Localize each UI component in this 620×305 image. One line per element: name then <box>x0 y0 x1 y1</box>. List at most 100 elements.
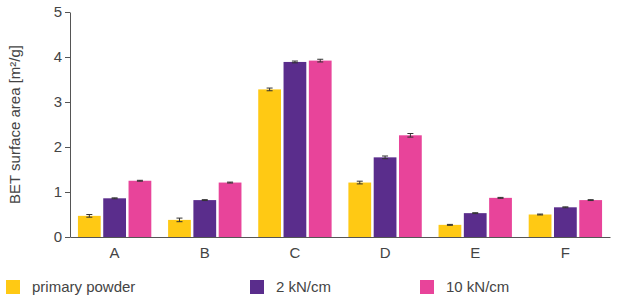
error-bar <box>317 59 323 62</box>
series <box>103 61 577 237</box>
bar <box>193 200 216 237</box>
bar <box>489 198 512 237</box>
tick-label: D <box>380 244 391 261</box>
error-bar <box>562 206 568 208</box>
bar <box>78 216 101 237</box>
error-bar <box>447 224 453 226</box>
error-bar <box>357 181 363 184</box>
legend-swatch <box>6 280 20 294</box>
error-bar <box>137 180 143 182</box>
bars <box>78 59 602 237</box>
bar <box>529 215 552 238</box>
error-cap <box>292 61 298 62</box>
tick: 4 <box>54 48 70 65</box>
tick-mark <box>65 12 70 13</box>
bar <box>129 181 152 237</box>
plot: 012345ABCDEF <box>54 3 611 260</box>
error-cap <box>86 214 92 215</box>
error-bar <box>472 212 478 214</box>
tick-label: B <box>200 244 210 261</box>
error-cap <box>202 200 208 201</box>
error-cap <box>498 197 504 198</box>
tick-mark <box>65 102 70 103</box>
tick-mark <box>65 192 70 193</box>
tick-label: 1 <box>54 183 62 200</box>
legend-label: primary powder <box>32 278 135 295</box>
legend: primary powder 2 kN/cm 10 kN/cm <box>6 278 509 295</box>
error-bar <box>112 197 118 199</box>
legend-swatch <box>420 280 434 294</box>
error-line <box>410 134 411 138</box>
tick-label: C <box>290 244 301 261</box>
error-cap <box>227 183 233 184</box>
tick-label: 5 <box>54 3 62 20</box>
tick-label: E <box>470 244 480 261</box>
error-cap <box>112 198 118 199</box>
error-bar <box>86 215 92 218</box>
bar <box>464 213 487 237</box>
error-cap <box>357 183 363 184</box>
axis-line <box>70 13 71 238</box>
tick-label: 3 <box>54 93 62 110</box>
legend-item: 2 kN/cm <box>250 278 331 295</box>
bar <box>168 220 191 237</box>
tick: E <box>470 237 480 261</box>
error-cap <box>267 90 273 91</box>
tick-label: 0 <box>54 228 62 245</box>
legend-item: 10 kN/cm <box>420 278 509 295</box>
tick-mark <box>65 147 70 148</box>
error-cap <box>447 225 453 226</box>
error-cap <box>588 199 594 200</box>
error-cap <box>407 133 413 134</box>
error-bar <box>407 134 413 138</box>
error-cap <box>317 61 323 62</box>
error-bar <box>498 197 504 199</box>
chart: 012345ABCDEFBET surface area [m²/g]prima… <box>0 0 620 305</box>
error-cap <box>447 224 453 225</box>
bar <box>579 200 602 237</box>
bar <box>439 225 462 237</box>
error-cap <box>407 137 413 138</box>
series <box>129 59 603 237</box>
axis-title: BET surface area [m²/g] <box>6 45 23 204</box>
error-cap <box>537 214 543 215</box>
tick: 3 <box>54 93 70 110</box>
error-bar <box>176 218 182 222</box>
error-cap <box>472 213 478 214</box>
error-cap <box>472 212 478 213</box>
bar <box>348 183 371 237</box>
axis-line <box>71 237 611 238</box>
error-bar <box>382 156 388 159</box>
legend-label: 10 kN/cm <box>446 278 509 295</box>
x-axis: ABCDEF <box>71 237 611 261</box>
error-cap <box>292 62 298 63</box>
error-cap <box>137 180 143 181</box>
error-cap <box>562 206 568 207</box>
error-cap <box>86 217 92 218</box>
error-cap <box>537 214 543 215</box>
error-cap <box>317 59 323 60</box>
error-bar <box>292 61 298 63</box>
error-cap <box>357 181 363 182</box>
bar <box>284 62 307 237</box>
tick-label: 4 <box>54 48 62 65</box>
legend-label: 2 kN/cm <box>276 278 331 295</box>
error-bar <box>537 214 543 216</box>
bar <box>103 198 126 237</box>
tick: D <box>380 237 391 261</box>
tick-label: F <box>561 244 570 261</box>
tick: 1 <box>54 183 70 200</box>
legend-item: primary powder <box>6 278 135 295</box>
bar <box>309 61 332 237</box>
legend-swatch <box>250 280 264 294</box>
error-bar <box>267 88 273 91</box>
tick: 2 <box>54 138 70 155</box>
bar <box>554 207 577 237</box>
error-bar <box>202 199 208 201</box>
y-axis: 0 1 2 3 4 5 <box>54 3 71 245</box>
bar <box>258 89 281 237</box>
tick-mark <box>65 237 70 238</box>
error-bar <box>227 182 233 184</box>
error-cap <box>588 200 594 201</box>
error-cap <box>176 221 182 222</box>
